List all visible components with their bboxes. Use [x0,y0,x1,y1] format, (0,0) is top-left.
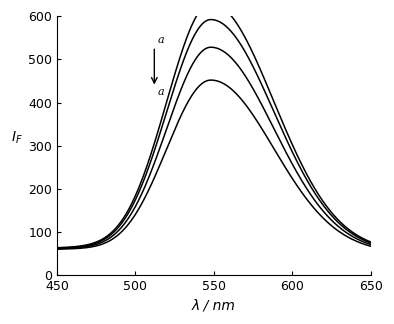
Text: a: a [158,87,164,97]
Text: a: a [158,35,164,45]
Y-axis label: $\mathit{I_F}$: $\mathit{I_F}$ [11,129,23,146]
X-axis label: λ / nm: λ / nm [192,299,236,313]
